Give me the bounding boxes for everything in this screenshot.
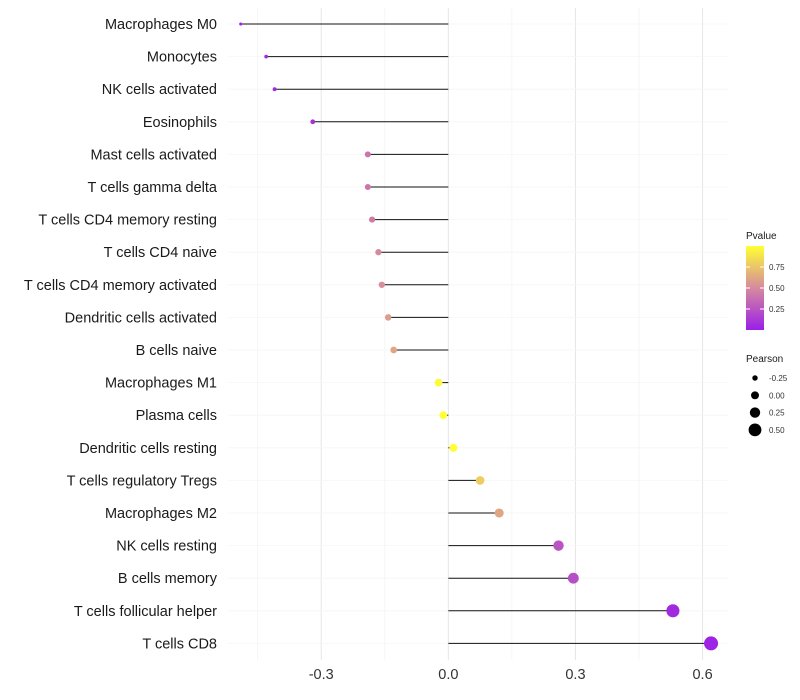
lollipop-point [264,54,268,59]
lollipop-stems [240,23,712,644]
size-legend-label: 0.25 [769,409,785,418]
pearson-legend-title: Pearson [746,354,783,365]
colorbar-tick-label: 0.75 [769,263,785,272]
y-axis-label: Monocytes [147,50,217,66]
lollipop-point [364,183,371,191]
lollipop-point [494,508,504,518]
lollipop-point [449,443,458,452]
lollipop-point [434,378,443,387]
lollipop-point [384,314,392,321]
pearson-legend: Pearson -0.25 0.00 0.25 0.50 [746,354,788,437]
y-axis-label: Eosinophils [143,115,217,131]
y-axis-label: NK cells resting [116,539,217,555]
colorbar-tick-label: 0.50 [769,284,785,293]
y-axis-label: T cells CD4 naive [104,245,217,261]
lollipop-point [375,249,382,256]
size-legend-key [748,423,762,437]
y-axis-label: Macrophages M1 [105,376,217,392]
y-axis-label: Dendritic cells activated [65,310,217,326]
x-tick-label: 0.6 [692,667,712,683]
size-legend-key [749,407,761,418]
colorbar-tick-label: 0.25 [769,305,785,314]
size-legend-key [752,375,758,381]
lollipop-point [553,540,564,551]
y-axis-label: Macrophages M2 [105,506,217,522]
size-legend-key [751,391,759,400]
lollipop-point [310,119,316,125]
y-axis-label: NK cells activated [102,82,217,98]
lollipop-point [239,22,243,26]
size-legend-label: 0.50 [769,426,785,435]
y-axis-label: T cells CD4 memory activated [24,278,217,294]
lollipop-point [666,604,680,618]
y-axis-label: B cells naive [136,343,217,359]
lollipop-point [364,151,371,158]
lollipop-point [390,346,397,354]
lollipop-point [704,636,719,651]
size-legend-label: 0.00 [769,391,785,400]
y-axis-label: T cells gamma delta [88,180,218,196]
y-axis-label: B cells memory [118,571,218,587]
lollipop-point [368,216,376,223]
x-tick-label: 0.0 [438,667,458,683]
y-axis-label: Mast cells activated [90,147,217,163]
lollipop-point [439,411,448,420]
y-axis-label: T cells follicular helper [74,604,217,620]
grid-lines [228,8,728,660]
y-axis-label: T cells CD8 [142,636,217,652]
size-legend-label: -0.25 [769,374,788,383]
pvalue-colorbar [746,246,764,330]
y-axis-label: Dendritic cells resting [79,441,217,457]
lollipop-point [475,476,485,485]
y-axis-label: T cells regulatory Tregs [67,473,217,489]
x-tick-label: 0.3 [565,667,585,683]
pvalue-legend: Pvalue 0.25 0.50 0.75 [746,231,785,330]
x-tick-label: -0.3 [309,667,334,683]
lollipop-point [567,572,579,584]
y-axis-labels: Macrophages M0 Monocytes NK cells activate… [24,17,218,652]
lollipop-point [272,87,277,92]
y-axis-label: T cells CD4 memory resting [38,213,217,229]
y-axis-label: Macrophages M0 [105,17,217,33]
y-axis-label: Plasma cells [136,408,217,424]
x-axis-ticks: -0.3 0.0 0.3 0.6 [309,667,713,683]
lollipop-point [378,281,385,288]
lollipop-points [239,22,719,651]
pvalue-legend-title: Pvalue [746,231,777,242]
